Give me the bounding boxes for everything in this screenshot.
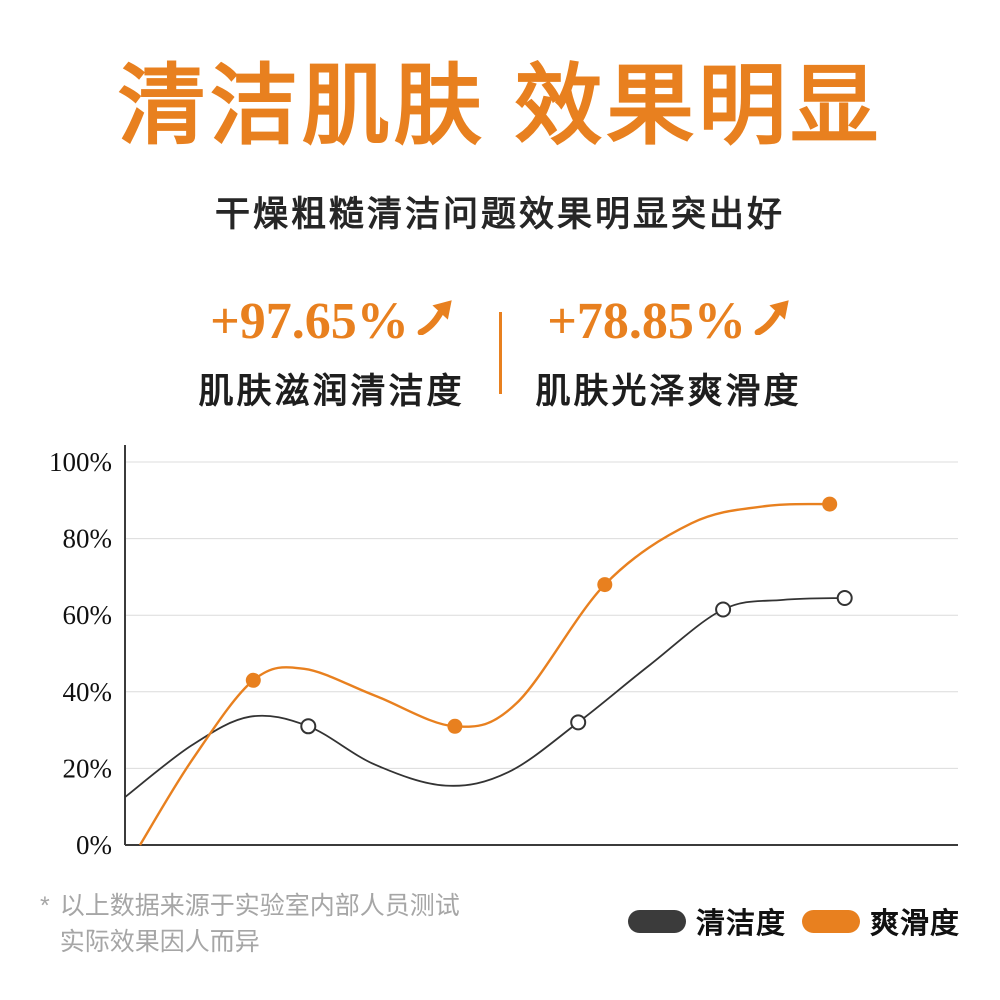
legend-item-smoothness: 爽滑度 [802,900,960,942]
up-trend-arrow-icon [754,299,789,335]
stat-label: 肌肤光泽爽滑度 [535,372,802,411]
chart-legend: 清洁度 爽滑度 [628,900,960,942]
stat-value-row: +78.85% [536,292,802,351]
data-point-marker-filled [245,672,261,688]
data-point-marker-filled [597,577,613,593]
y-axis-tick-label: 40% [63,677,113,707]
stats-divider [498,312,502,394]
data-point-marker-open [300,718,317,735]
legend-item-cleanliness: 清洁度 [628,900,786,942]
data-point-marker-open [715,601,732,618]
y-axis-tick-label: 60% [63,600,113,630]
y-axis-tick-label: 0% [76,830,112,860]
series-curve [138,502,830,846]
footnote-asterisk: * [40,892,50,920]
data-point-marker-filled [447,718,463,734]
page-subtitle: 干燥粗糙清洁问题效果明显突出好 [214,195,785,234]
stats-row: +97.65% 肌肤滋润清洁度 +78.85% 肌肤光泽爽滑度 [0,292,1000,414]
stat-value: +78.85% [547,293,746,350]
data-point-marker-open [570,714,587,731]
legend-label: 清洁度 [696,908,787,940]
data-point-marker-open [836,590,853,606]
footnote-line2: 实际效果因人而异 [59,928,260,956]
y-axis-tick-label: 20% [63,753,113,783]
line-chart: 0% 20% 40% 60% 80% 100% [49,445,958,860]
legend-label: 爽滑度 [870,908,961,940]
data-point-marker-filled [822,496,838,512]
legend-swatch-orange [802,909,861,933]
footnote-lines: 以上数据来源于实验室内部人员测试 实际效果因人而异 [60,888,460,960]
y-axis-tick-label: 100% [49,447,112,477]
series-curve [124,597,845,798]
up-trend-arrow-icon [417,299,452,335]
page-title: 清洁肌肤 效果明显 [117,56,883,155]
footnote-line1: 以上数据来源于实验室内部人员测试 [59,892,460,920]
y-axis-tick-label: 80% [63,524,113,554]
stat-label: 肌肤滋润清洁度 [198,372,465,411]
stat-value-row: +97.65% [198,292,464,351]
footnote: * 以上数据来源于实验室内部人员测试 实际效果因人而异 [40,888,460,960]
stat-gloss-smoothness: +78.85% 肌肤光泽爽滑度 [536,292,802,414]
stat-moisture-cleanliness: +97.65% 肌肤滋润清洁度 [198,292,464,414]
legend-swatch-dark [628,909,686,933]
stat-value: +97.65% [210,293,409,350]
